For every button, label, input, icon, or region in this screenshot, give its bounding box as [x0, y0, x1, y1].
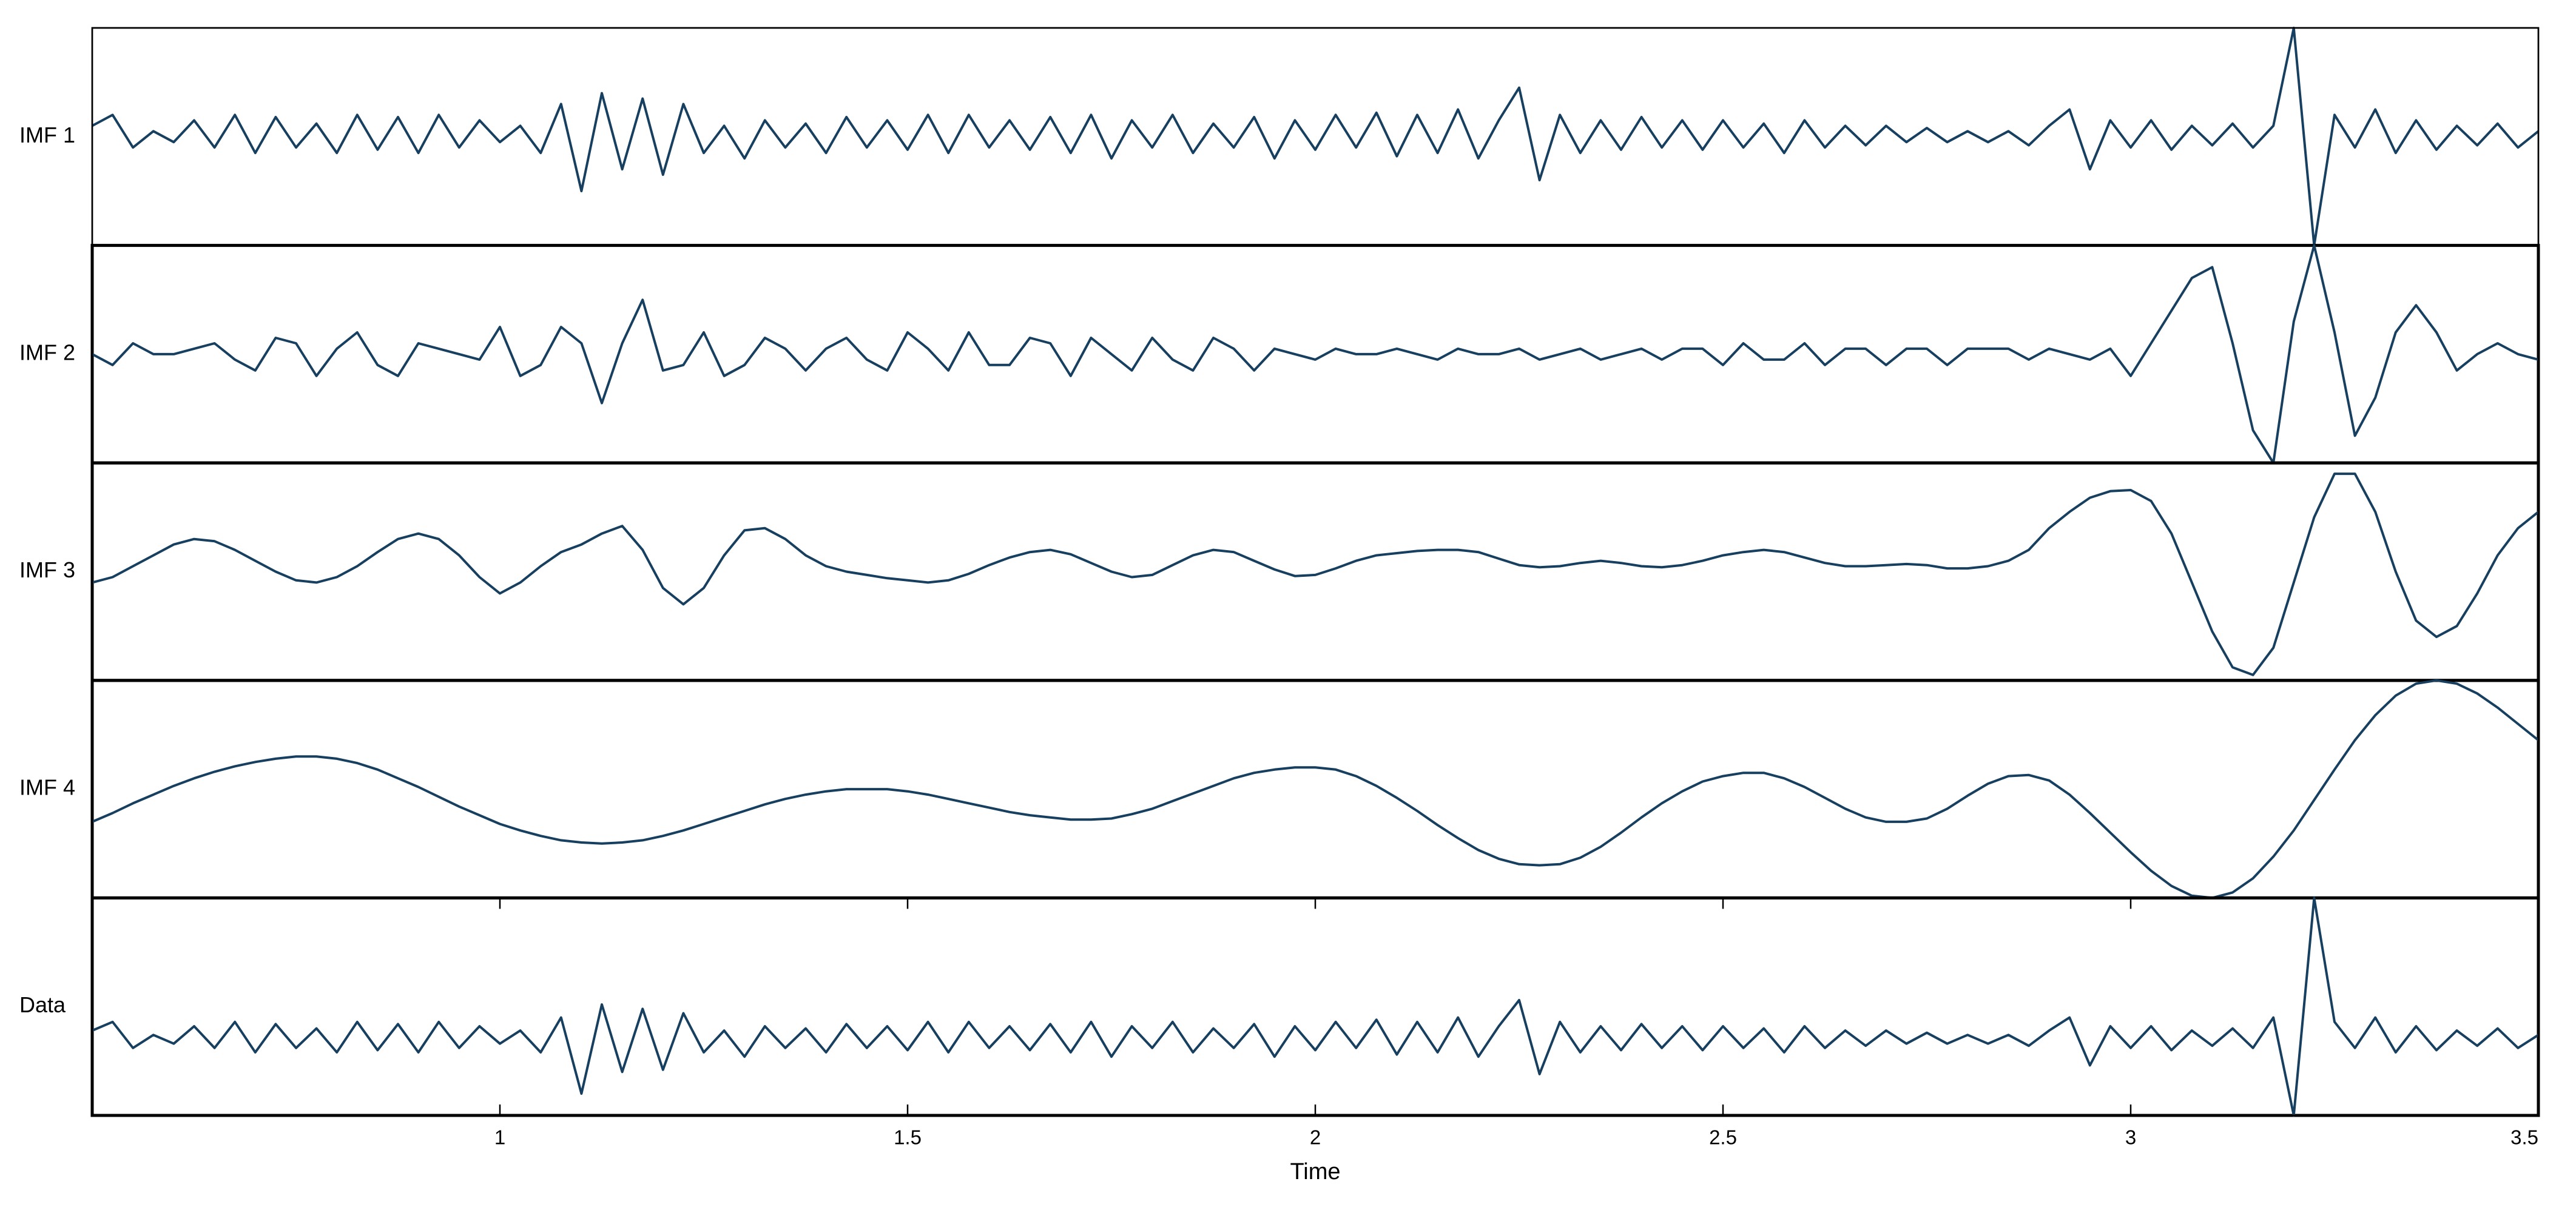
panel-frame	[91, 27, 2540, 246]
x-tick-label: 3.5	[2510, 1126, 2538, 1149]
panel-frame	[90, 679, 2540, 899]
series-line	[92, 679, 2540, 899]
panel-label: IMF 4	[19, 775, 75, 800]
x-axis-label: Time	[1290, 1159, 1340, 1185]
x-tick-label: 1	[494, 1126, 505, 1149]
series-line	[92, 472, 2540, 676]
x-tick-label: 1.5	[894, 1126, 922, 1149]
panel-frame	[90, 461, 2540, 682]
x-tick-label: 2	[1310, 1126, 1321, 1149]
panel-label: IMF 3	[19, 557, 75, 582]
panel-label: IMF 2	[19, 340, 75, 365]
panel-label: Data	[19, 992, 66, 1017]
plot-border	[91, 27, 2540, 1117]
panel-label: IMF 1	[19, 123, 75, 147]
panel-frame	[90, 896, 2540, 1117]
x-tick-label: 2.5	[1709, 1126, 1737, 1149]
series-line	[92, 896, 2540, 1117]
x-tick-label: 3	[2125, 1126, 2136, 1149]
series-line	[92, 244, 2539, 465]
series-line	[92, 27, 2540, 247]
